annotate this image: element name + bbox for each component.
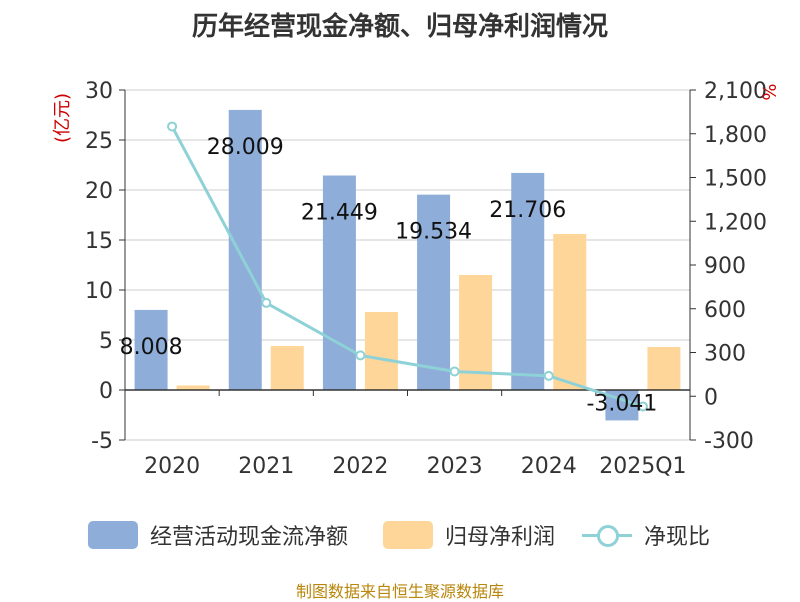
legend-swatch-net-profit <box>383 521 433 549</box>
bar-cash-flow <box>322 175 356 390</box>
bar-cash-flow <box>511 172 545 390</box>
y-left-tick-label: -5 <box>91 429 113 454</box>
y-left-tick-label: 5 <box>99 329 113 354</box>
legend-item-ratio[interactable]: 净现比 <box>582 515 710 555</box>
legend-label-ratio: 净现比 <box>644 525 711 550</box>
legend-item-cash-flow[interactable]: 经营活动现金流净额 <box>88 515 348 555</box>
bar-cash-flow <box>134 309 168 390</box>
y-right-tick-label: -300 <box>704 429 754 454</box>
ratio-line-layer <box>167 121 648 412</box>
y-right-tick-label: 900 <box>704 254 746 279</box>
x-tick-label: 2024 <box>521 454 577 479</box>
y-right-tick-label: 1,200 <box>704 210 767 235</box>
y-left-tick-label: 30 <box>85 79 113 104</box>
y-left-tick-label: 20 <box>85 179 113 204</box>
chart-title: 历年经营现金净额、归母净利润情况 <box>191 12 608 42</box>
bar-net-profit <box>270 346 304 390</box>
data-label-cash-flow: 8.008 <box>120 335 183 360</box>
data-label-cash-flow: -3.041 <box>586 391 657 416</box>
ratio-point <box>543 370 554 381</box>
y-right-tick-label: 1,500 <box>704 167 767 192</box>
data-label-cash-flow: 28.009 <box>207 135 284 160</box>
axes: -5 0 5 10 15 20 25 30 -300 0 300 600 900 1,200 1,500 1,… <box>52 79 779 479</box>
legend-label-cash-flow: 经营活动现金流净额 <box>150 525 349 550</box>
y-right-tick-label: 600 <box>704 298 746 323</box>
bar-net-profit <box>647 347 681 390</box>
x-tick-label: 2020 <box>144 454 200 479</box>
x-tick-label: 2023 <box>427 454 483 479</box>
ratio-point <box>261 297 272 308</box>
bar-cash-flow <box>228 109 262 390</box>
y-right-tick-label: 0 <box>704 385 718 410</box>
y-right-tick-label: 300 <box>704 342 746 367</box>
ratio-point <box>637 401 648 412</box>
y-right-tick-label: 1,800 <box>704 123 767 148</box>
legend-swatch-cash-flow <box>88 521 138 549</box>
ratio-point <box>449 366 460 377</box>
ratio-point <box>167 121 178 132</box>
legend-swatch-ratio <box>582 521 632 549</box>
data-label-cash-flow: 21.706 <box>489 198 566 223</box>
source-note: 制图数据来自恒生聚源数据库 <box>295 582 504 601</box>
data-labels: 8.008 28.009 21.449 19.534 21.706 -3.041 <box>120 135 658 417</box>
y-left-unit-label: (亿元) <box>52 93 73 143</box>
data-label-cash-flow: 21.449 <box>301 201 378 226</box>
bar-cash-flow <box>417 194 451 390</box>
y-left-tick-label: 25 <box>85 129 113 154</box>
x-tick-label: 2021 <box>238 454 294 479</box>
bar-net-profit <box>364 312 398 390</box>
x-tick-label: 2022 <box>332 454 388 479</box>
bar-net-profit <box>553 234 587 390</box>
y-right-unit-label: % <box>758 83 779 100</box>
ratio-line <box>170 125 644 408</box>
bars <box>134 109 681 421</box>
bar-net-profit <box>176 385 210 390</box>
data-label-cash-flow: 19.534 <box>395 220 472 245</box>
y-left-tick-label: 15 <box>85 229 113 254</box>
legend-label-net-profit: 归母净利润 <box>445 525 556 550</box>
legend-item-net-profit[interactable]: 归母净利润 <box>383 515 555 555</box>
legend: 经营活动现金流净额 归母净利润 净现比 <box>0 515 800 555</box>
y-right-tick-label: 2,100 <box>704 79 767 104</box>
ratio-point <box>355 350 366 361</box>
y-left-tick-label: 0 <box>99 379 113 404</box>
y-left-tick-label: 10 <box>85 279 113 304</box>
x-tick-label: 2025Q1 <box>599 454 686 479</box>
